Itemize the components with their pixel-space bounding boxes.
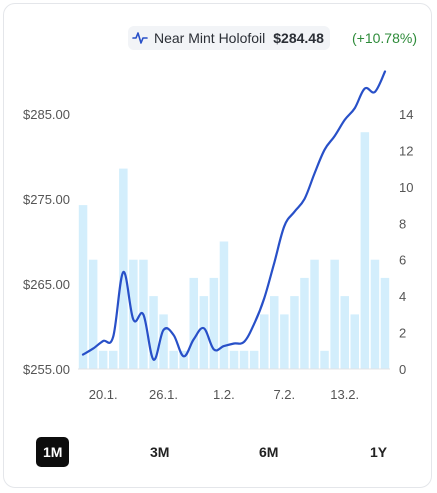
y-right-tick-label: 12 [399, 143, 413, 158]
y-left-tick-label: $255.00 [23, 362, 70, 377]
volume-bar [340, 296, 349, 369]
volume-bar [310, 259, 319, 369]
volume-bar [350, 314, 359, 369]
x-tick-label: 1.2. [213, 387, 235, 402]
volume-bar [380, 277, 390, 369]
volume-bar [119, 168, 128, 369]
y-right-tick-label: 8 [399, 216, 406, 231]
volume-bar [189, 277, 198, 369]
volume-bar [270, 296, 279, 369]
x-tick-label: 26.1. [149, 387, 178, 402]
y-right-tick-label: 2 [399, 326, 406, 341]
series-legend[interactable]: Near Mint Holofoil $284.48 [128, 26, 330, 50]
y-right-tick-label: 10 [399, 180, 413, 195]
y-right-tick-label: 4 [399, 289, 406, 304]
range-button-6m[interactable]: 6M [259, 444, 279, 460]
volume-bar [239, 350, 249, 369]
volume-bar [129, 259, 138, 369]
volume-bar [98, 350, 108, 369]
volume-bar [360, 132, 370, 369]
line-chart-icon [132, 32, 148, 44]
price-change: (+10.78%) [352, 30, 417, 46]
x-tick-label: 20.1. [89, 387, 118, 402]
y-right-tick-label: 14 [399, 107, 413, 122]
volume-bar [249, 350, 259, 369]
volume-bar [330, 259, 339, 369]
volume-bar [169, 350, 178, 369]
volume-bar [149, 296, 158, 369]
y-right-tick-label: 6 [399, 253, 406, 268]
x-tick-label: 7.2. [273, 387, 295, 402]
volume-bar [300, 277, 309, 369]
range-button-1y[interactable]: 1Y [370, 444, 388, 460]
volume-bar [290, 296, 299, 369]
legend-series-name: Near Mint Holofoil [154, 30, 266, 46]
y-left-tick-label: $275.00 [23, 192, 70, 207]
volume-bar [370, 259, 380, 369]
chart-card: Near Mint Holofoil $284.48 (+10.78%) [3, 3, 432, 488]
volume-bar [88, 259, 98, 369]
range-button-1m[interactable]: 1M [36, 437, 70, 467]
volume-bar [209, 277, 219, 369]
volume-bar [109, 350, 118, 369]
y-left-tick-label: $285.00 [23, 107, 70, 122]
price-line [81, 70, 387, 361]
range-button-3m[interactable]: 3M [150, 444, 170, 460]
price-chart: $255.00 $265.00 $275.00 $285.00 0 2 4 6 8 10 12 14 2… [23, 70, 413, 402]
volume-bar [219, 241, 229, 369]
time-range-selector: 1M 3M 6M 1Y [36, 437, 402, 467]
y-right-tick-label: 0 [399, 362, 406, 377]
volume-bar [229, 350, 239, 369]
y-left-tick-label: $265.00 [23, 277, 70, 292]
volume-bar [159, 314, 168, 369]
volume-bar [179, 350, 188, 369]
volume-bar [320, 350, 329, 369]
volume-bar [280, 314, 289, 369]
volume-bar [260, 314, 269, 369]
volume-bar [78, 205, 88, 369]
volume-bar [199, 296, 209, 369]
x-tick-label: 13.2. [330, 387, 359, 402]
legend-price: $284.48 [273, 30, 324, 46]
